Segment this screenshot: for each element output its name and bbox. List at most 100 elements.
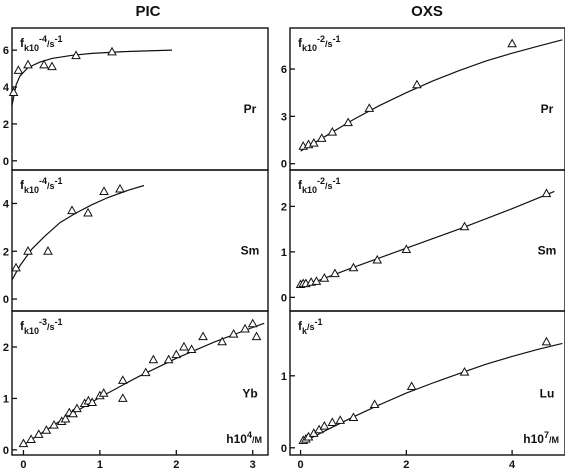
y-tick-label: 3 [281,111,287,123]
x-axis-label: h107/M [523,430,559,446]
data-point [459,366,470,376]
data-point [348,262,359,272]
data-point [117,375,128,384]
data-point [541,188,552,198]
y-tick-label: 4 [3,82,10,94]
data-point [107,46,117,56]
y-axis-label: fk10-4/s-1 [20,34,63,53]
data-point [67,205,77,215]
data-point [140,367,151,377]
y-tick-label: 4 [3,198,10,210]
data-point [171,349,182,359]
x-tick-label: 2 [403,459,409,470]
panel-oxs-lu: 0 1 0 2 4 fk/s-1 Lu h107/M [281,310,565,470]
data-point [330,268,340,278]
data-point [23,246,33,255]
element-label: Sm [538,244,557,258]
data-point [372,254,383,264]
panel-pic-sm: 0 2 4 fk10-4/s-1 Sm [3,169,269,312]
data-point [163,354,174,364]
y-tick-label: 2 [3,246,9,258]
data-point [179,341,189,351]
data-point [327,126,338,136]
data-point [401,244,412,254]
y-tick-label: 6 [281,64,287,76]
data-point [33,429,44,438]
x-tick-label: 3 [250,459,256,470]
data-point [47,61,57,71]
data-point [87,397,98,406]
x-axis-label: h104/M [226,430,262,446]
element-label: Pr [244,102,257,116]
y-tick-label: 0 [281,443,287,455]
panel-oxs-pr: 0 3 6 fk10-2/s-1 Pr [281,27,565,171]
data-point [23,59,33,69]
data-point [319,420,330,430]
data-point [348,412,359,421]
y-axis-label: fk/s-1 [298,317,323,336]
data-point [319,273,330,282]
data-point [98,388,109,397]
data-point [39,59,49,69]
y-axis-label: fk10-2/s-1 [298,34,341,53]
panel-pic-yb: 0 1 2 0 1 2 3 fk10-3/s-1 Yb h104/M [3,310,269,470]
x-tick-label: 4 [509,459,516,470]
data-point [117,393,128,402]
data-point [228,328,239,338]
panel-frame [11,27,269,171]
data-point [217,336,227,346]
data-point [60,413,71,423]
data-point [49,419,59,429]
element-label: Sm [241,244,260,258]
y-tick-label: 0 [281,159,287,171]
panel-oxs-sm: 0 1 2 fk10-2/s-1 Sm [281,169,565,312]
panel-frame [11,310,269,456]
panel-frame [11,169,269,312]
data-point [335,415,346,424]
data-point [459,221,470,231]
data-point [308,137,319,147]
data-point [13,65,24,74]
data-point [71,50,81,60]
y-tick-label: 0 [3,445,9,457]
y-tick-label: 0 [3,294,9,306]
y-axis-label: fk10-4/s-1 [20,176,63,195]
data-point [247,318,258,328]
x-tick-label: 2 [173,459,179,470]
y-tick-label: 2 [3,342,9,354]
y-axis-label: fk10-2/s-1 [298,176,341,195]
fit-curve [300,342,563,445]
data-point [364,103,375,112]
y-tick-label: 2 [281,201,287,213]
data-point [251,331,262,341]
data-point [541,336,552,346]
element-label: Yb [242,386,257,400]
data-point [8,87,19,96]
fit-curve [11,184,145,281]
panels: 0 2 4 6 fk10-4/s-1 Pr 0 2 4 fk10-4/s-1 Sm 0 1 2 0 1 2 3 fk… [3,27,565,470]
data-point [26,434,36,444]
data-point [327,417,338,427]
data-point [99,186,109,195]
data-point [68,408,78,418]
data-point [115,183,125,193]
y-tick-label: 6 [3,45,9,57]
data-point [316,133,327,142]
fit-curve [23,322,265,446]
column-title-pic: PIC [135,3,160,20]
panel-frame [289,310,565,456]
data-point [83,207,93,217]
column-title-oxs: OXS [411,3,443,20]
data-point [43,246,53,255]
panel-pic-pr: 0 2 4 6 fk10-4/s-1 Pr [3,27,269,171]
data-point [507,38,517,48]
element-label: Pr [541,102,554,116]
data-point [186,344,197,354]
data-point [41,425,52,434]
data-point [11,262,21,272]
data-point [198,331,208,341]
y-tick-label: 1 [281,247,287,259]
y-axis-label: fk10-3/s-1 [20,317,63,336]
y-tick-label: 1 [3,393,9,405]
